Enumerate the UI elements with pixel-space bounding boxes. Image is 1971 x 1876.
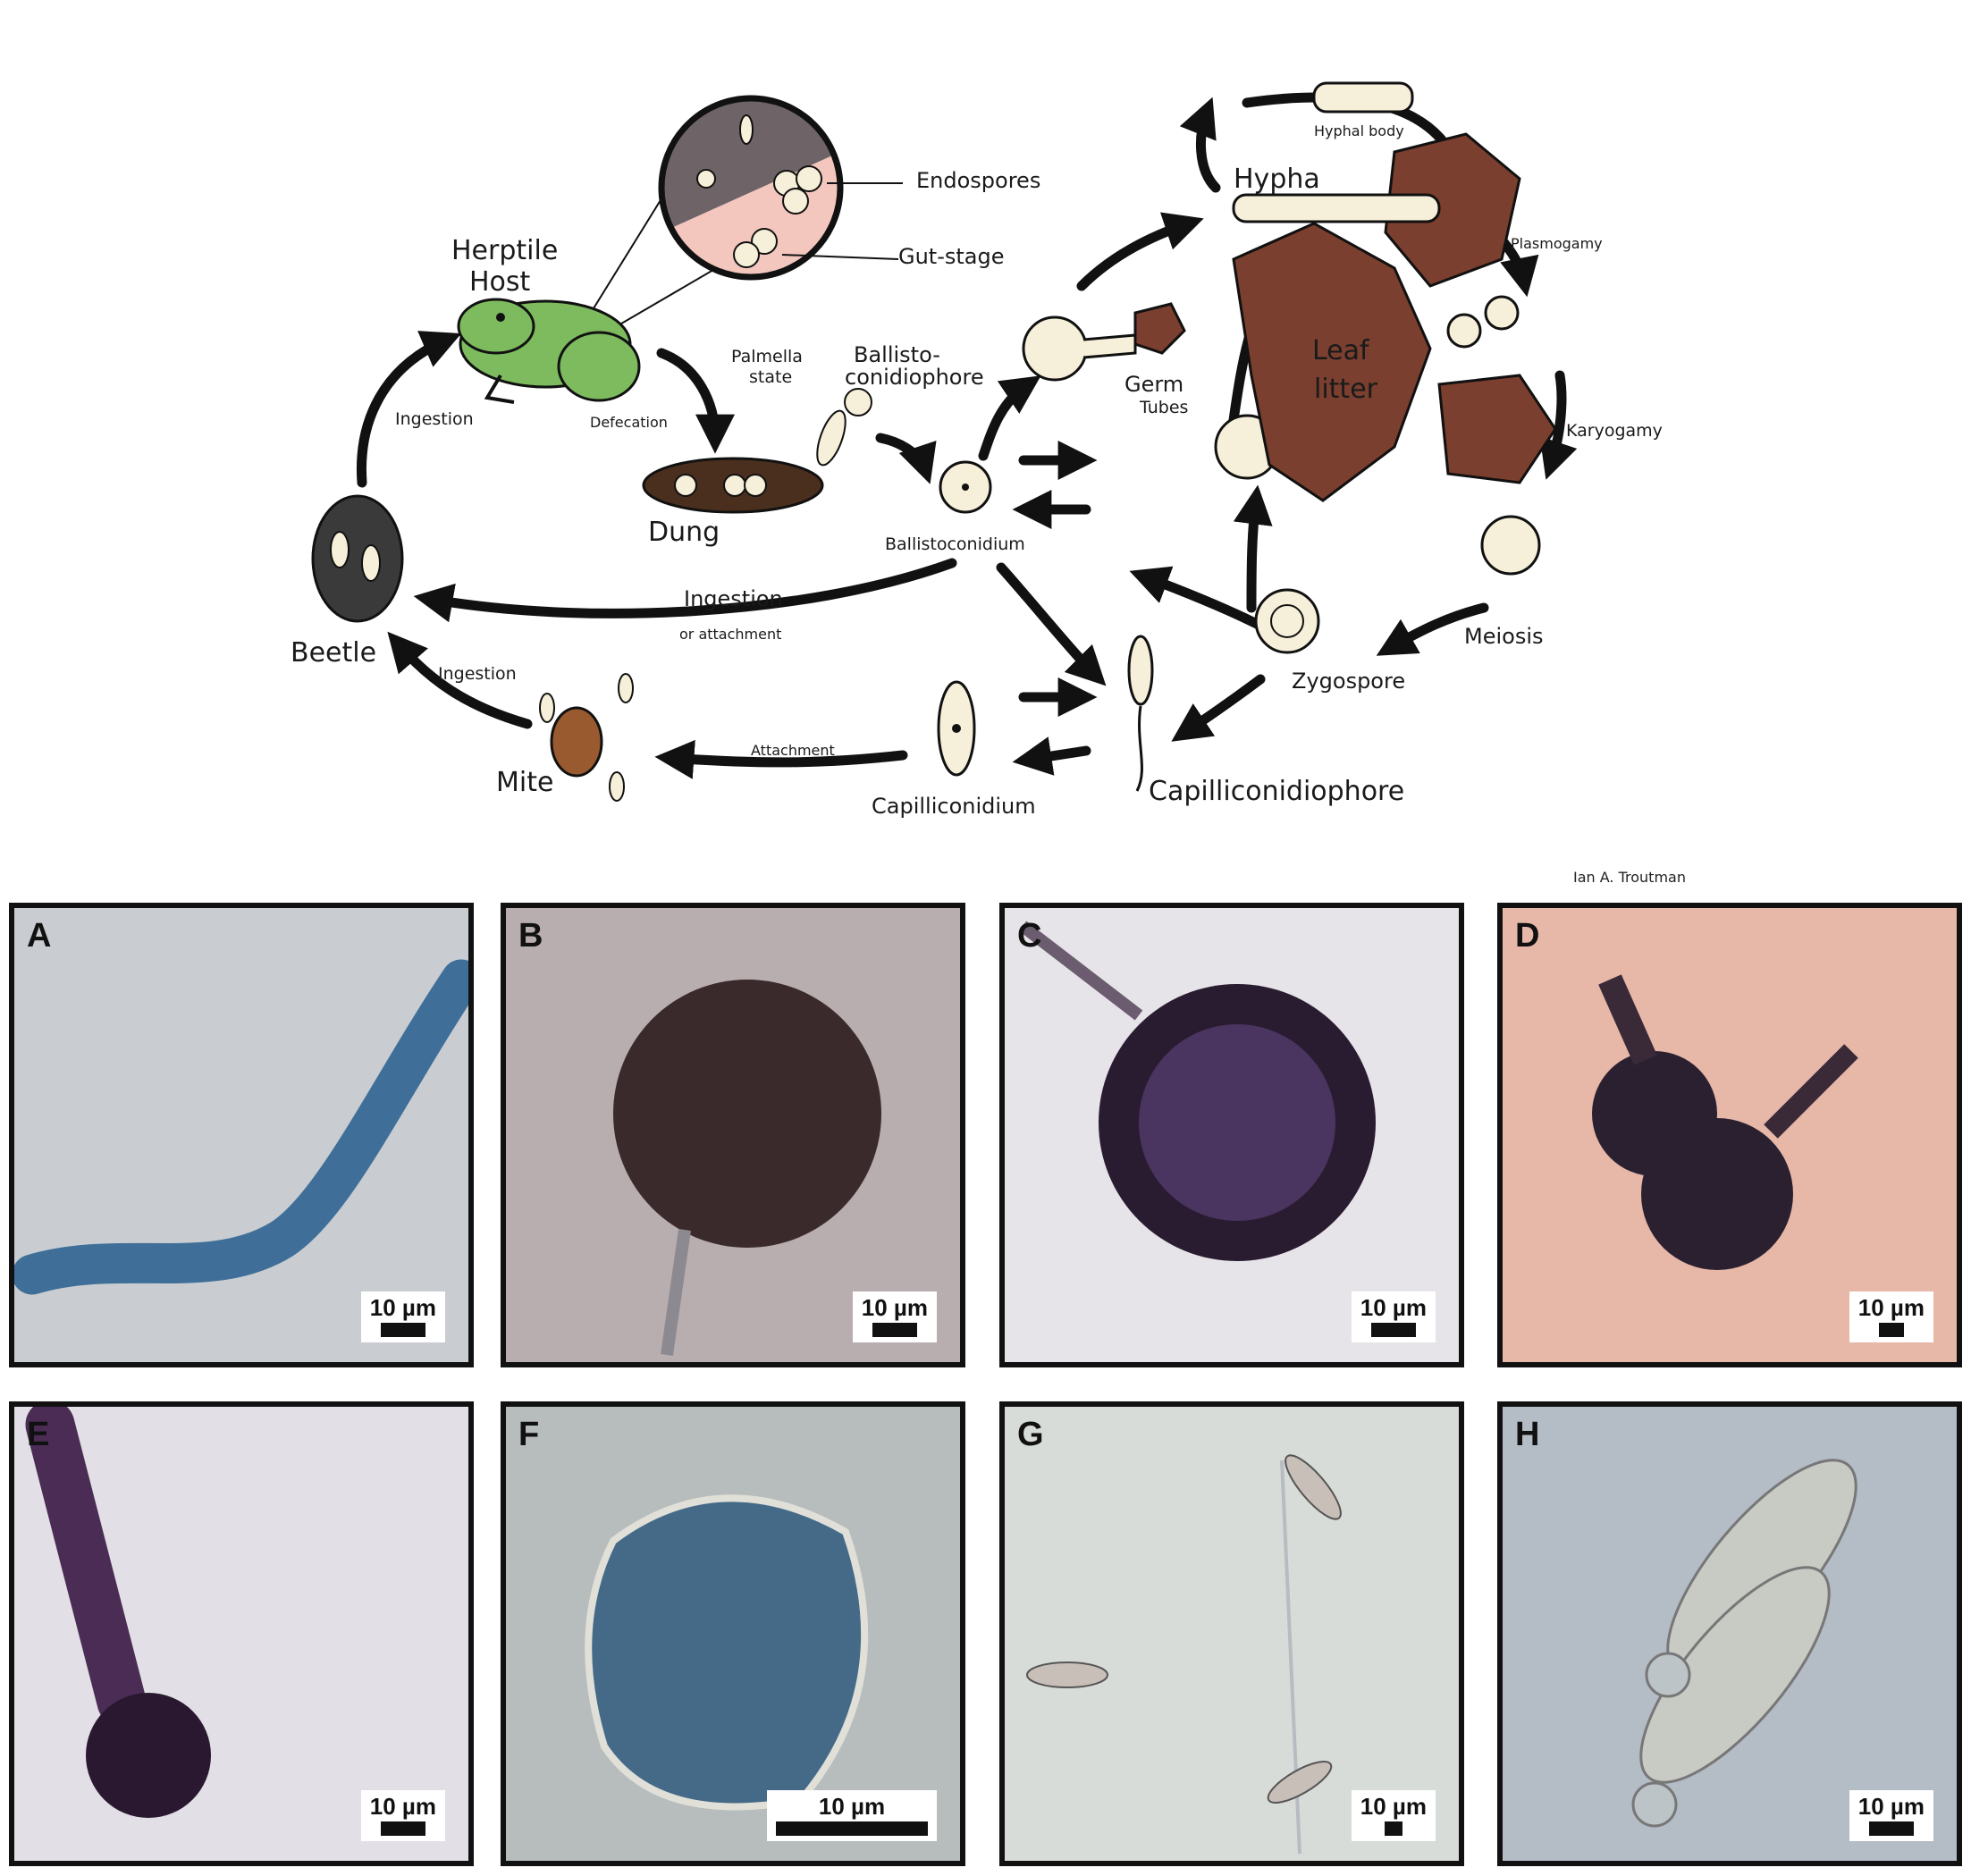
scale-bar: 10 µm bbox=[1849, 1790, 1933, 1841]
scale-bar-label: 10 µm bbox=[369, 1294, 436, 1321]
scale-bar-line bbox=[1868, 1821, 1914, 1836]
scale-bar: 10 µm bbox=[1351, 1291, 1436, 1342]
hypha-illustration bbox=[1232, 81, 1541, 576]
label-defecation: Defecation bbox=[590, 414, 668, 431]
label-ballisto: Ballisto- bbox=[854, 342, 940, 367]
panel-c: C 10 µm bbox=[999, 903, 1464, 1367]
scale-bar: 10 µm bbox=[1351, 1790, 1436, 1841]
panel-a: A 10 µm bbox=[9, 903, 474, 1367]
scale-bar-label: 10 µm bbox=[1857, 1793, 1925, 1820]
panel-d: D 10 µm bbox=[1497, 903, 1962, 1367]
label-beetle: Beetle bbox=[291, 637, 376, 669]
label-endospores: Endospores bbox=[916, 168, 1040, 193]
scale-bar-label: 10 µm bbox=[1360, 1793, 1427, 1820]
scale-bar: 10 µm bbox=[1849, 1291, 1933, 1342]
panel-h: H 10 µm bbox=[1497, 1401, 1962, 1866]
label-hyphal-body: Hyphal body bbox=[1314, 122, 1404, 139]
panel-letter: F bbox=[518, 1416, 540, 1453]
ballistoconidium-illustration bbox=[939, 460, 992, 514]
life-cycle-diagram: Herptile Host Endospores Gut-stage Inges… bbox=[291, 81, 1663, 819]
micrograph-image bbox=[1592, 974, 1858, 1270]
label-leaf: Leaf bbox=[1312, 335, 1370, 366]
label-ballistoconidium: Ballistoconidium bbox=[885, 534, 1025, 554]
label-litter: litter bbox=[1314, 374, 1378, 405]
scale-bar-line bbox=[1878, 1323, 1904, 1337]
scale-bar-label: 10 µm bbox=[818, 1793, 886, 1820]
scale-bar-line bbox=[380, 1323, 425, 1337]
panel-letter: C bbox=[1017, 917, 1042, 955]
label-tubes: Tubes bbox=[1139, 398, 1188, 417]
panel-letter: D bbox=[1515, 917, 1540, 955]
micrograph-image bbox=[1631, 1459, 1857, 1828]
scale-bar: 10 µm bbox=[360, 1291, 445, 1342]
beetle-illustration bbox=[311, 494, 404, 623]
label-palmella: Palmella bbox=[731, 347, 803, 366]
label-herptile-host: Herptile bbox=[451, 235, 558, 266]
label-zygospore: Zygospore bbox=[1292, 669, 1405, 694]
label-meiosis: Meiosis bbox=[1464, 624, 1544, 649]
capilliconidium-illustration bbox=[937, 635, 1154, 792]
label-ingestion-mite: Ingestion bbox=[438, 664, 517, 684]
scale-bar-line bbox=[776, 1821, 928, 1836]
scale-bar-label: 10 µm bbox=[1360, 1294, 1427, 1321]
scale-bar: 10 µm bbox=[852, 1291, 937, 1342]
label-host: Host bbox=[469, 266, 531, 298]
dung-illustration bbox=[642, 388, 872, 514]
panel-b: B 10 µm bbox=[501, 903, 965, 1367]
label-capilliconidium: Capilliconidium bbox=[872, 794, 1036, 819]
scale-bar-label: 10 µm bbox=[1857, 1294, 1925, 1321]
illustration-credit: Ian A. Troutman bbox=[1573, 869, 1686, 886]
scale-bar-line bbox=[1384, 1821, 1402, 1836]
label-dung: Dung bbox=[648, 517, 720, 548]
panel-letter: A bbox=[27, 917, 52, 955]
label-plasmogamy: Plasmogamy bbox=[1511, 235, 1603, 252]
micrograph-image bbox=[585, 1494, 869, 1811]
micrograph-image bbox=[25, 1407, 211, 1818]
scale-bar-label: 10 µm bbox=[861, 1294, 928, 1321]
mite-illustration bbox=[539, 673, 634, 802]
zygospore-illustration bbox=[1254, 588, 1320, 654]
scale-bar-line bbox=[872, 1323, 917, 1337]
label-ingestion-frog: Ingestion bbox=[395, 409, 474, 429]
panel-f: F 10 µm bbox=[501, 1401, 965, 1866]
label-ingestion-or-attachment: Ingestion bbox=[684, 586, 783, 611]
panel-g: G 10 µm bbox=[999, 1401, 1464, 1866]
scale-bar-label: 10 µm bbox=[369, 1793, 436, 1820]
label-state: state bbox=[749, 367, 792, 387]
scale-bar: 10 µm bbox=[360, 1790, 445, 1841]
frog-illustration bbox=[457, 298, 641, 404]
panel-e: E 10 µm bbox=[9, 1401, 474, 1866]
label-karyogamy: Karyogamy bbox=[1566, 421, 1663, 441]
panel-letter: B bbox=[518, 917, 543, 955]
label-hypha: Hypha bbox=[1234, 164, 1320, 195]
scale-bar: 10 µm bbox=[767, 1790, 937, 1841]
panel-letter: E bbox=[27, 1416, 50, 1453]
label-capilliconidiophore: Capilliconidiophore bbox=[1149, 776, 1404, 807]
micrograph-image bbox=[1018, 921, 1376, 1261]
micrograph-image bbox=[613, 980, 881, 1356]
label-germ: Germ bbox=[1124, 372, 1183, 397]
scale-bar-line bbox=[380, 1821, 425, 1836]
label-attachment: Attachment bbox=[751, 742, 835, 759]
micrograph-image bbox=[14, 959, 468, 1295]
scale-bar-line bbox=[1370, 1323, 1416, 1337]
panel-letter: G bbox=[1017, 1416, 1044, 1453]
gut-zoom-circle bbox=[562, 95, 903, 358]
label-mite: Mite bbox=[496, 767, 553, 798]
label-or-attachment: or attachment bbox=[679, 626, 781, 643]
label-gut-stage: Gut-stage bbox=[898, 244, 1005, 269]
leaf-litter-illustration bbox=[1133, 132, 1557, 502]
panel-letter: H bbox=[1515, 1416, 1540, 1453]
label-conidiophore: conidiophore bbox=[845, 365, 984, 390]
micrograph-image bbox=[1026, 1454, 1342, 1855]
